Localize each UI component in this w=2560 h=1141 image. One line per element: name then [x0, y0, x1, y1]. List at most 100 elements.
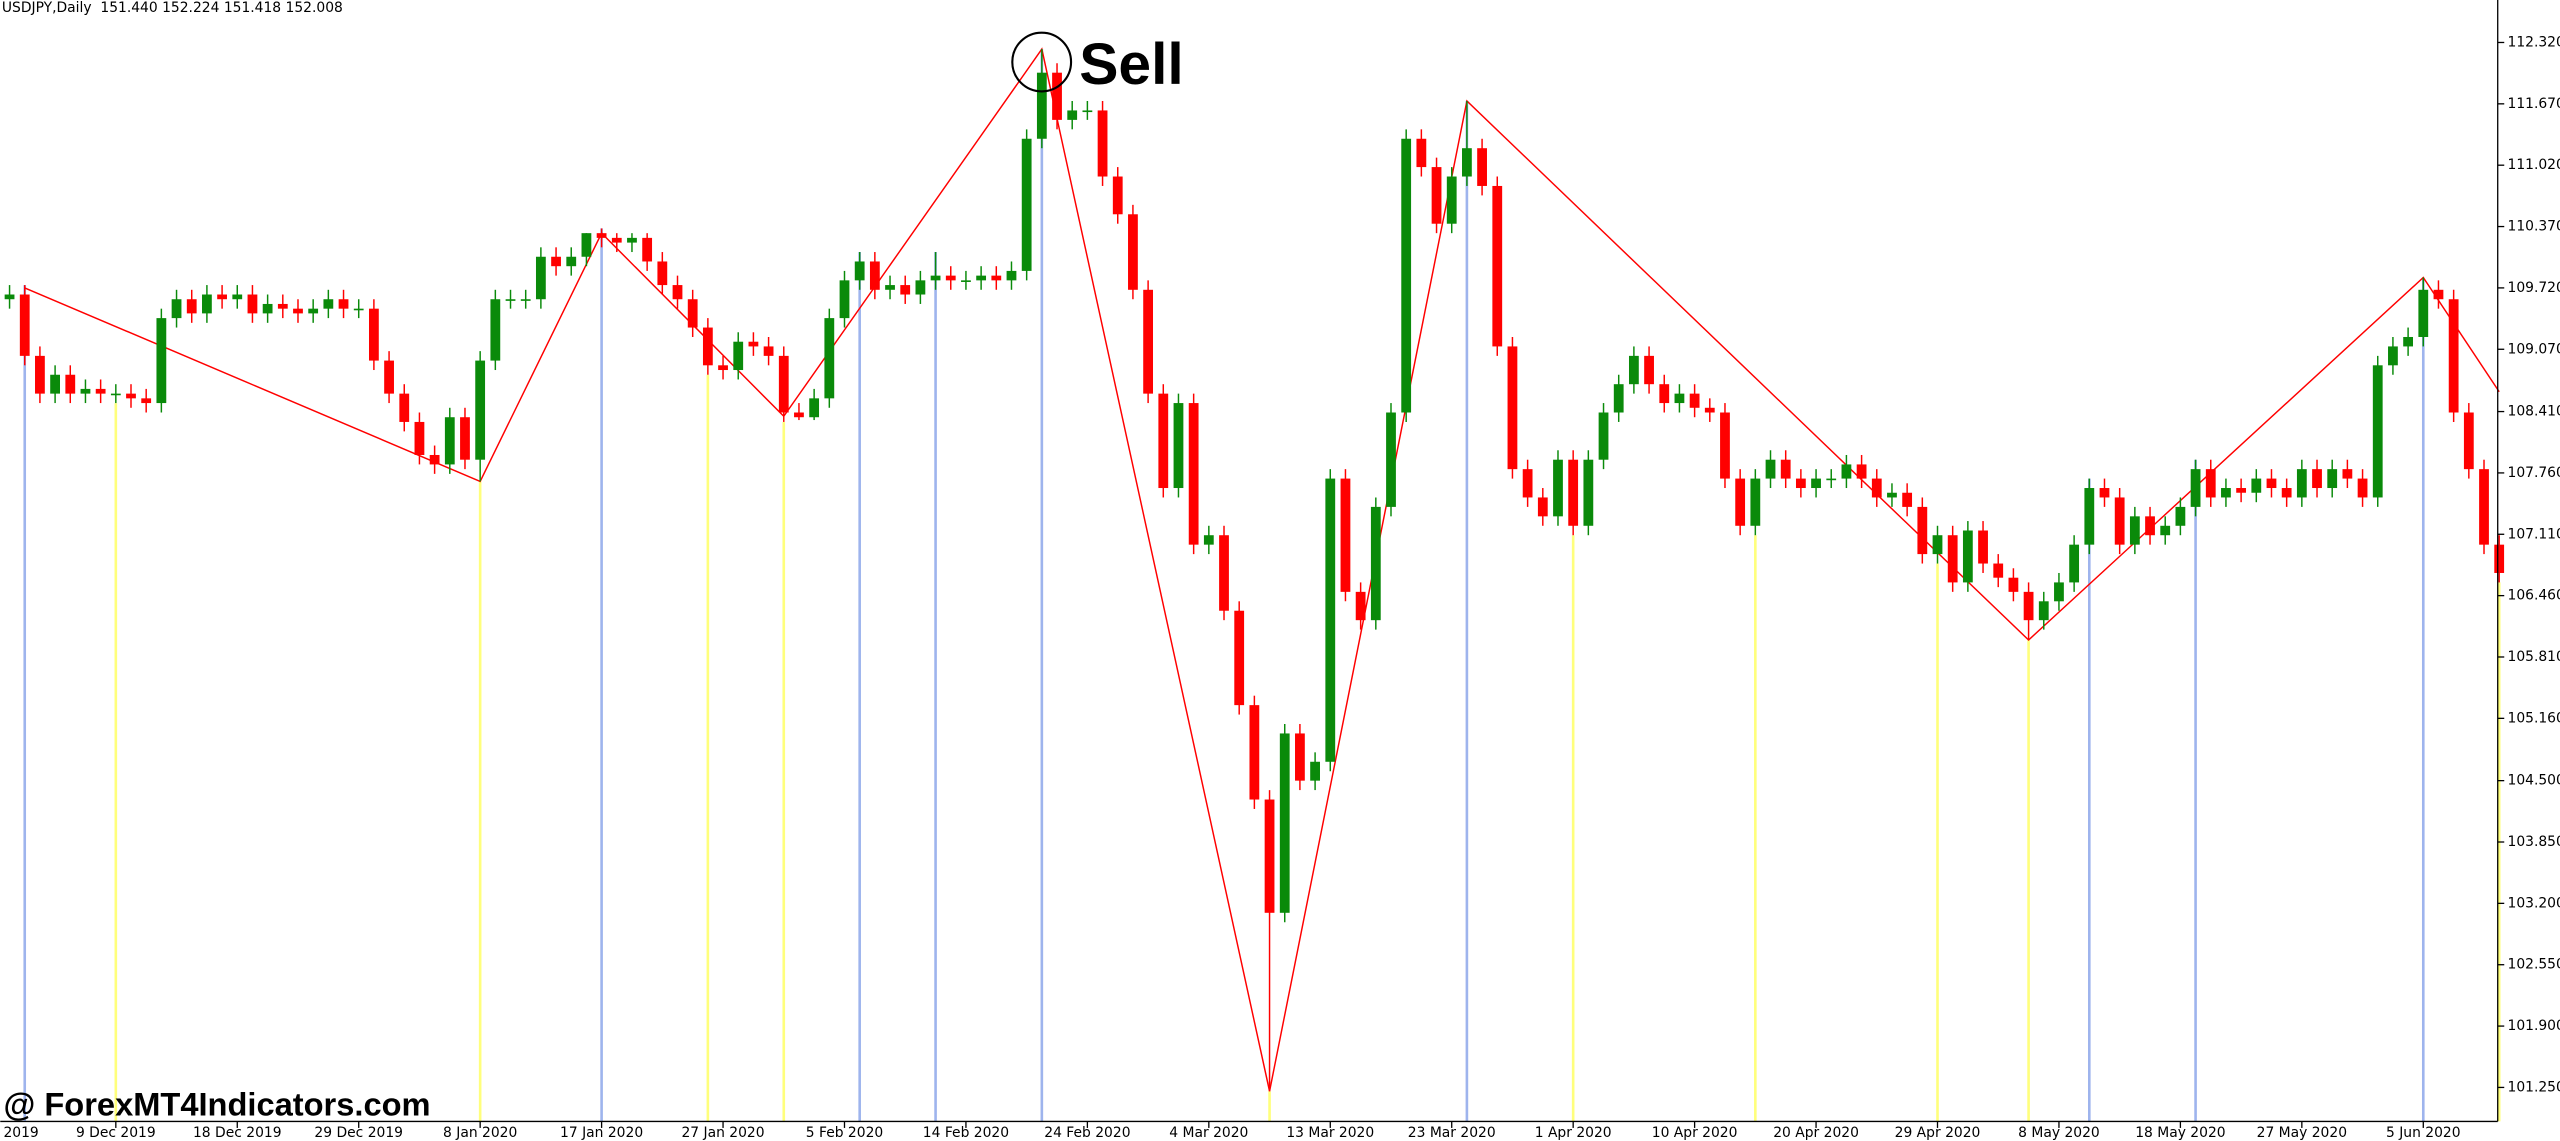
candle-body — [2023, 591, 2034, 621]
candle-body — [763, 346, 774, 356]
candle-body — [277, 303, 288, 309]
candle-body — [2494, 544, 2505, 573]
candle-body — [1674, 393, 1685, 404]
candle-body — [1112, 176, 1123, 215]
candle-body — [1811, 478, 1821, 489]
candle-body — [657, 261, 668, 286]
candle-body — [1765, 459, 1776, 479]
candle-body — [2357, 478, 2368, 498]
candle-body — [2463, 412, 2474, 470]
candle-body — [1188, 403, 1199, 545]
candle-body — [95, 388, 106, 394]
candle-body — [1355, 591, 1366, 621]
candle-body — [809, 398, 820, 418]
candle-body — [156, 318, 167, 404]
candle-body — [2372, 365, 2383, 498]
candle-body — [915, 280, 926, 295]
candle-body — [930, 275, 941, 281]
candle-body — [323, 299, 334, 309]
candle-body — [2251, 478, 2262, 493]
x-tick-label: 27 Jan 2020 — [682, 1125, 765, 1141]
candle-body — [2327, 469, 2338, 489]
y-tick-label: 105.160 — [2508, 710, 2560, 726]
candle-body — [80, 388, 91, 394]
candle-body — [1826, 478, 1837, 481]
candle-body — [2266, 478, 2277, 489]
y-tick-label: 105.810 — [2508, 649, 2560, 665]
candle-body — [1279, 733, 1290, 913]
zigzag-layer — [24, 47, 2500, 1092]
candle-body — [1871, 478, 1882, 498]
candle-body — [1340, 478, 1351, 592]
x-tick-label: 4 Mar 2020 — [1169, 1125, 1248, 1141]
y-tick-label: 109.720 — [2508, 280, 2560, 296]
candle-body — [2038, 601, 2049, 621]
candle-body — [2008, 577, 2019, 592]
candle-body — [1689, 393, 1700, 408]
candle-body — [1902, 492, 1913, 507]
candle-body — [1659, 384, 1670, 404]
candle-body — [2433, 289, 2444, 300]
annotation: Sell — [1079, 32, 1184, 97]
candle-body — [2479, 469, 2489, 545]
candle-body — [1325, 478, 1336, 762]
y-tick-label: 101.900 — [2508, 1018, 2560, 1034]
candle-body — [475, 360, 486, 460]
y-tick-label: 111.670 — [2508, 96, 2560, 112]
y-tick-label: 101.250 — [2508, 1079, 2560, 1095]
candle-body — [1780, 459, 1791, 479]
y-tick-label: 103.850 — [2508, 834, 2560, 850]
candle-body — [1583, 459, 1594, 526]
candle-body — [429, 454, 440, 465]
candle-body — [384, 360, 394, 394]
candle-body — [672, 285, 683, 300]
candle-body — [2388, 346, 2398, 366]
x-tick-label: 29 Apr 2020 — [1895, 1125, 1981, 1141]
candle-body — [4, 294, 15, 300]
candle-body — [1537, 497, 1548, 517]
candle-body — [2221, 488, 2231, 498]
candle-body — [1143, 289, 1154, 394]
x-tick-label: 5 Feb 2020 — [806, 1125, 883, 1141]
candle-body — [1052, 72, 1062, 120]
candle-body — [885, 285, 895, 290]
candle-body — [1249, 705, 1260, 800]
candle-body — [2129, 516, 2140, 545]
candle-body — [869, 261, 880, 290]
y-tick-label: 104.500 — [2508, 773, 2560, 789]
candle-body — [1962, 530, 1973, 583]
x-tick-label: 1 Apr 2020 — [1535, 1125, 1612, 1141]
candle-body — [2236, 488, 2247, 493]
candle-body — [581, 233, 592, 257]
x-tick-label: 18 May 2020 — [2135, 1125, 2225, 1141]
candle-body — [2160, 525, 2171, 536]
candle-body — [1644, 355, 1654, 385]
candle-body — [1720, 412, 1730, 479]
candle-body — [566, 256, 577, 267]
candle-body — [733, 341, 744, 371]
candle-body — [1492, 185, 1503, 347]
candle-body — [2069, 544, 2080, 583]
y-tick-label: 103.200 — [2508, 895, 2560, 911]
x-tick-label: 29 Nov 2019 — [0, 1125, 39, 1141]
candle-body — [1431, 167, 1442, 224]
candle-body — [1370, 506, 1381, 621]
candle-body — [824, 318, 835, 399]
sell-circle — [1011, 31, 1073, 93]
candle-body — [1993, 563, 2004, 578]
candle-body — [1310, 761, 1320, 781]
y-tick-label: 112.320 — [2508, 34, 2560, 50]
y-tick-label: 107.110 — [2508, 526, 2560, 542]
y-tick-label: 107.760 — [2508, 465, 2560, 481]
candle-body — [1219, 535, 1229, 611]
candle-body — [2403, 336, 2414, 347]
candle-body — [2099, 488, 2110, 498]
candle-body — [1386, 412, 1396, 507]
candle-body — [338, 299, 349, 309]
candle-body — [702, 327, 713, 366]
candle-body — [490, 299, 501, 361]
candle-body — [368, 308, 379, 361]
candle-body — [1477, 148, 1487, 186]
candle-body — [687, 299, 698, 328]
